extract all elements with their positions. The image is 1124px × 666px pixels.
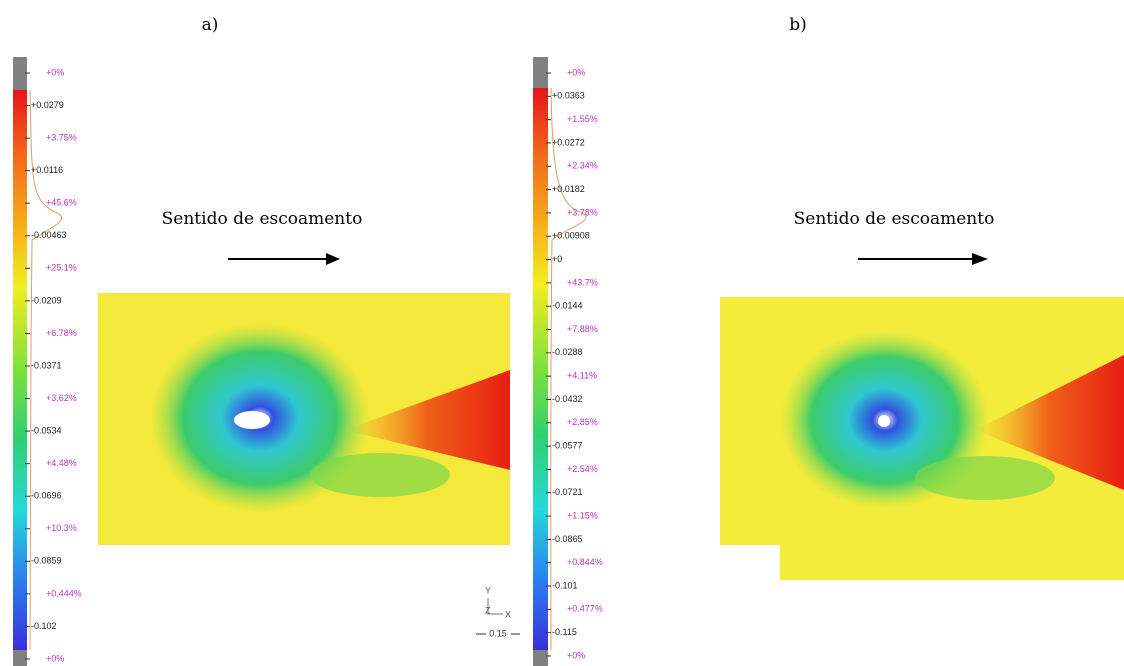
value-label: -0.00463 xyxy=(31,230,67,240)
value-label: +0.0363 xyxy=(552,91,585,101)
percent-label: +0.844% xyxy=(567,557,603,567)
map-hole xyxy=(878,415,890,427)
colorbar xyxy=(13,90,27,650)
percent-label: +4.11% xyxy=(567,371,597,381)
value-label: +0.0279 xyxy=(31,100,64,110)
annotation: Sentido de escoamento xyxy=(162,209,363,229)
percent-label: +2.34% xyxy=(567,161,598,171)
map-region xyxy=(915,456,1055,500)
value-label: +0.0272 xyxy=(552,137,585,147)
percent-label: +4.48% xyxy=(46,458,77,468)
percent-label: +25.1% xyxy=(46,263,77,273)
percent-label: +0% xyxy=(46,67,64,77)
histogram xyxy=(29,89,63,651)
arrow-head xyxy=(326,253,340,265)
histogram xyxy=(550,87,587,651)
annotation: Sentido de escoamento xyxy=(794,209,995,229)
value-label: -0.0144 xyxy=(552,301,583,311)
percent-label: +7.88% xyxy=(567,324,598,334)
value-label: -0.0534 xyxy=(31,425,62,435)
map-region xyxy=(345,370,510,470)
axis-label: Z xyxy=(485,605,491,615)
percent-label: +3.75% xyxy=(46,132,77,142)
percent-label: +2.54% xyxy=(567,464,598,474)
value-label: -0.0577 xyxy=(552,440,583,450)
colorbar-cap xyxy=(533,650,548,666)
scale-bar-label: 0.15 xyxy=(489,628,507,638)
value-label: -0.0721 xyxy=(552,487,583,497)
axis-label: Y xyxy=(485,585,491,595)
panel-label: b) xyxy=(789,15,807,35)
value-label: +0.0182 xyxy=(552,184,585,194)
value-label: -0.101 xyxy=(552,580,578,590)
value-label: -0.102 xyxy=(31,621,57,631)
value-label: +0.0116 xyxy=(31,165,63,175)
value-label: -0.0432 xyxy=(552,394,583,404)
value-label: -0.0859 xyxy=(31,556,62,566)
percent-label: +1.55% xyxy=(567,114,598,124)
value-label: -0.0696 xyxy=(31,491,62,501)
percent-label: +3.78% xyxy=(567,207,598,217)
map-region xyxy=(975,355,1124,490)
value-label: -0.0288 xyxy=(552,347,583,357)
percent-label: +0% xyxy=(46,653,64,663)
colorbar-cap xyxy=(13,650,27,666)
percent-label: +3.62% xyxy=(46,393,77,403)
percent-label: +1.15% xyxy=(567,510,598,520)
percent-label: +10.3% xyxy=(46,523,77,533)
percent-label: +0% xyxy=(567,650,585,660)
percent-label: +2.85% xyxy=(567,417,598,427)
panel-label: a) xyxy=(202,15,219,35)
arrow-head xyxy=(972,253,988,265)
percent-label: +0.477% xyxy=(567,604,603,614)
value-label: -0.0371 xyxy=(31,360,62,370)
percent-label: +0.444% xyxy=(46,588,82,598)
value-label: +0 xyxy=(552,254,562,264)
colorbar-cap xyxy=(13,57,27,90)
layout: a) b) Sentido de escoamento Sentido de e… xyxy=(13,15,1124,666)
percent-label: +6.78% xyxy=(46,328,77,338)
percent-label: +0% xyxy=(567,67,585,77)
axis-label: X xyxy=(505,609,511,619)
value-label: +0.00908 xyxy=(552,231,590,241)
value-label: -0.0209 xyxy=(31,295,62,305)
value-label: -0.0865 xyxy=(552,534,583,544)
percent-label: +43.7% xyxy=(567,277,598,287)
value-label: -0.115 xyxy=(552,627,577,637)
map-region xyxy=(310,453,450,497)
map-hole xyxy=(234,411,270,429)
percent-label: +45.6% xyxy=(46,198,77,208)
colorbar-cap xyxy=(533,57,548,88)
colorbar xyxy=(533,88,548,650)
